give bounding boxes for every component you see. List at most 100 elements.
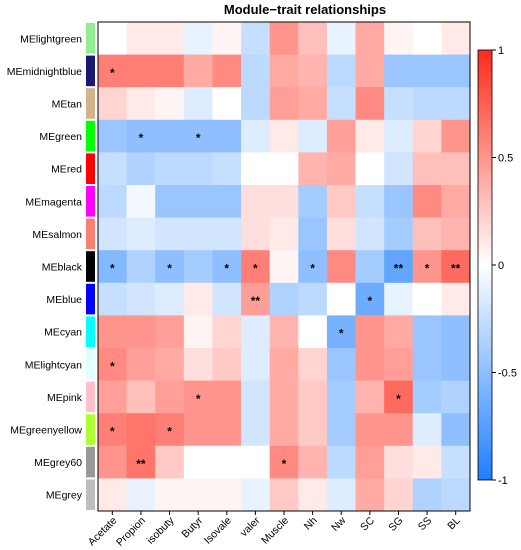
heatmap-cell [155, 478, 185, 512]
heatmap-cell [212, 152, 242, 186]
heatmap-cell [298, 119, 328, 153]
heatmap-cell [355, 380, 385, 414]
significance-star: * [110, 262, 115, 276]
heatmap-cell [412, 380, 442, 414]
heatmap-cell [241, 152, 271, 186]
heatmap-cell [355, 478, 385, 512]
heatmap-cell [98, 445, 128, 479]
heatmap-cell [384, 54, 414, 88]
heatmap-cell [183, 413, 213, 447]
colorbar-tick-label: 0 [498, 260, 504, 272]
heatmap-cell [241, 185, 271, 218]
heatmap-cell [126, 185, 156, 218]
heatmap-cell [155, 152, 185, 186]
heatmap-cell [441, 119, 471, 153]
heatmap-cell [326, 348, 356, 381]
row-color-swatch [86, 23, 95, 54]
heatmap-cell [183, 152, 213, 186]
heatmap-cell [355, 22, 385, 55]
heatmap-cell [183, 22, 213, 55]
heatmap-cell [326, 413, 356, 447]
heatmap-cell [212, 87, 242, 121]
row-label: MEred [51, 164, 82, 176]
heatmap-cell [241, 217, 271, 251]
heatmap-cell [298, 315, 328, 349]
heatmap-cell [355, 54, 385, 88]
heatmap-cell [98, 185, 128, 218]
heatmap-cell [126, 380, 156, 414]
heatmap-cell [98, 380, 128, 414]
heatmap-cell [98, 217, 128, 251]
row-color-swatch [86, 120, 95, 152]
heatmap-cell [412, 217, 442, 251]
heatmap-cell [126, 413, 156, 447]
heatmap-cell [183, 380, 213, 414]
heatmap-cell [98, 250, 128, 284]
row-color-swatch [86, 446, 95, 478]
heatmap-cell [183, 54, 213, 88]
heatmap-cell [441, 22, 471, 55]
row-label: MEmagenta [25, 196, 82, 208]
row-label: MEsalmon [32, 229, 82, 241]
heatmap-cell [384, 119, 414, 153]
heatmap-cell [326, 315, 356, 349]
heatmap-cell [212, 445, 242, 479]
row-label: MEcyan [44, 327, 82, 339]
heatmap-cell [298, 87, 328, 121]
significance-star: * [368, 294, 373, 308]
row-label: MEgreen [39, 131, 82, 143]
heatmap-cell [384, 152, 414, 186]
heatmap-cell [183, 348, 213, 381]
heatmap-cell [126, 315, 156, 349]
heatmap-cell [126, 217, 156, 251]
heatmap-cell [355, 445, 385, 479]
heatmap-cell [269, 185, 299, 218]
heatmap-cell [98, 87, 128, 121]
row-color-swatch [86, 88, 95, 119]
heatmap-cell [126, 152, 156, 186]
heatmap-cell [241, 348, 271, 381]
heatmap-cell [126, 282, 156, 316]
heatmap-cell [241, 282, 271, 316]
heatmap-cell [155, 348, 185, 381]
heatmap-cell [269, 22, 299, 55]
heatmap-cell [412, 54, 442, 88]
heatmap-cell [384, 185, 414, 218]
heatmap-cell [241, 119, 271, 153]
heatmap-cell [98, 152, 128, 186]
heatmap-cell [98, 54, 128, 88]
row-color-swatch [86, 283, 95, 315]
heatmap-cell [269, 282, 299, 316]
row-color-swatch [86, 381, 95, 413]
heatmap-cell [126, 54, 156, 88]
heatmap-cell [269, 119, 299, 153]
heatmap-cell [241, 380, 271, 414]
row-color-swatch [86, 316, 95, 347]
heatmap-cell [98, 478, 128, 512]
heatmap-cell [269, 478, 299, 512]
row-label: MEmidnightblue [7, 66, 82, 78]
heatmap-cell [298, 185, 328, 218]
heatmap-cell [326, 445, 356, 479]
heatmap-cell [355, 282, 385, 316]
heatmap-cell [326, 185, 356, 218]
column-label: SC [358, 514, 377, 533]
heatmap-cell [326, 54, 356, 88]
heatmap-cell [212, 22, 242, 55]
heatmap-cell [326, 282, 356, 316]
heatmap-cell [298, 282, 328, 316]
heatmap-cell [441, 282, 471, 316]
significance-star: * [167, 425, 172, 439]
significance-stars: ** ** * * * * ** * **** **** ** *** * [110, 66, 461, 471]
heatmap-cell [126, 445, 156, 479]
row-label: MEblue [46, 294, 82, 306]
heatmap-cell [326, 119, 356, 153]
heatmap-cell [98, 119, 128, 153]
heatmap-cell [355, 315, 385, 349]
heatmap-cell [412, 119, 442, 153]
heatmap-cell [155, 119, 185, 153]
heatmap-cell [155, 22, 185, 55]
heatmap-cell [412, 413, 442, 447]
heatmap-cell [326, 87, 356, 121]
